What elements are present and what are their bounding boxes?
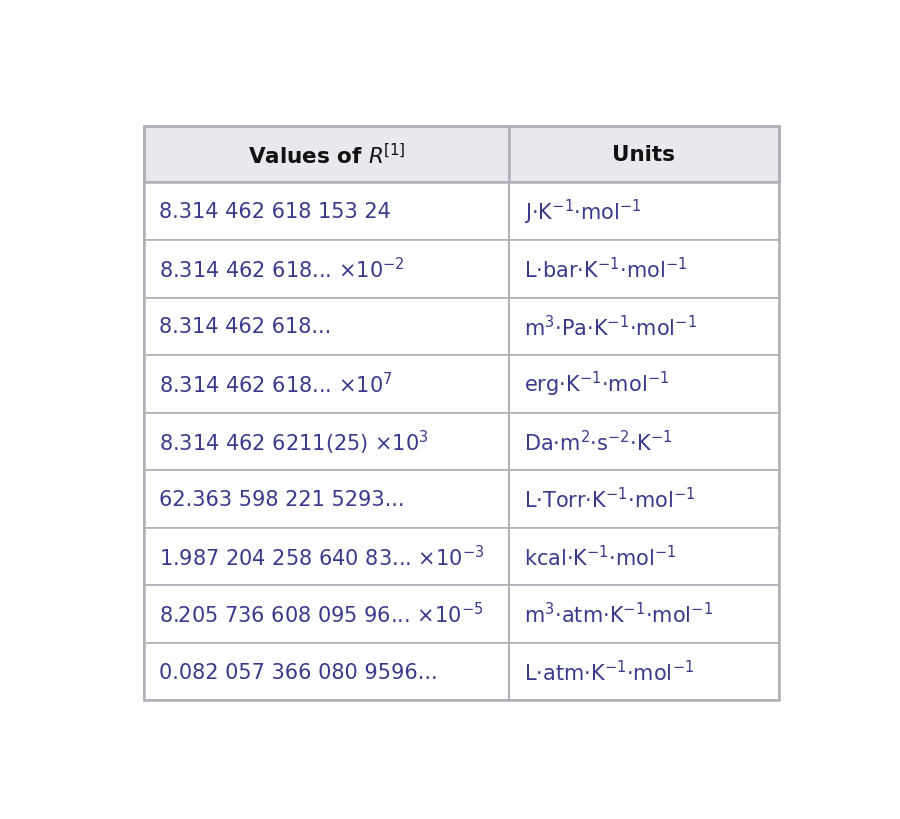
Bar [144, 355, 508, 413]
Text: m$^{3}$·Pa·K$^{-1}$·mol$^{-1}$: m$^{3}$·Pa·K$^{-1}$·mol$^{-1}$ [524, 314, 698, 340]
Text: 0.082 057 366 080 9596...: 0.082 057 366 080 9596... [159, 662, 438, 681]
Text: 1.987 204 258 640 83... ×10$^{-3}$: 1.987 204 258 640 83... ×10$^{-3}$ [159, 545, 485, 569]
Text: J·K$^{-1}$·mol$^{-1}$: J·K$^{-1}$·mol$^{-1}$ [524, 197, 642, 227]
Text: 8.314 462 618... ×10$^{7}$: 8.314 462 618... ×10$^{7}$ [159, 372, 393, 397]
Bar [144, 183, 508, 241]
Bar [144, 528, 508, 586]
Text: 8.314 462 618 153 24: 8.314 462 618 153 24 [159, 202, 392, 222]
Text: 62.363 598 221 5293...: 62.363 598 221 5293... [159, 490, 405, 509]
Text: Values of $\mathbf{\mathit{R}}^{[1]}$: Values of $\mathbf{\mathit{R}}^{[1]}$ [248, 143, 405, 168]
Bar [144, 586, 508, 643]
Bar [508, 241, 778, 298]
Text: erg·K$^{-1}$·mol$^{-1}$: erg·K$^{-1}$·mol$^{-1}$ [524, 370, 670, 399]
Bar [508, 127, 778, 183]
Text: 8.314 462 618...: 8.314 462 618... [159, 317, 331, 337]
Text: 8.205 736 608 095 96... ×10$^{-5}$: 8.205 736 608 095 96... ×10$^{-5}$ [159, 602, 483, 627]
Bar [144, 298, 508, 355]
Bar [508, 528, 778, 586]
Bar [508, 471, 778, 528]
Text: 8.314 462 6211(25) ×10$^{3}$: 8.314 462 6211(25) ×10$^{3}$ [159, 428, 429, 456]
Text: L·atm·K$^{-1}$·mol$^{-1}$: L·atm·K$^{-1}$·mol$^{-1}$ [524, 659, 694, 685]
Text: Da·m$^{2}$·s$^{-2}$·K$^{-1}$: Da·m$^{2}$·s$^{-2}$·K$^{-1}$ [524, 429, 672, 455]
Bar [144, 127, 508, 183]
Text: 8.314 462 618... ×10$^{-2}$: 8.314 462 618... ×10$^{-2}$ [159, 257, 405, 282]
Text: L·Torr·K$^{-1}$·mol$^{-1}$: L·Torr·K$^{-1}$·mol$^{-1}$ [524, 486, 696, 512]
Text: kcal·K$^{-1}$·mol$^{-1}$: kcal·K$^{-1}$·mol$^{-1}$ [524, 545, 677, 569]
Bar [508, 643, 778, 700]
Bar [144, 241, 508, 298]
Text: m$^{3}$·atm·K$^{-1}$·mol$^{-1}$: m$^{3}$·atm·K$^{-1}$·mol$^{-1}$ [524, 602, 713, 627]
Bar [508, 183, 778, 241]
Bar [508, 413, 778, 471]
Bar [508, 586, 778, 643]
Text: L·bar·K$^{-1}$·mol$^{-1}$: L·bar·K$^{-1}$·mol$^{-1}$ [524, 257, 688, 282]
Text: Units: Units [612, 145, 675, 165]
Bar [144, 471, 508, 528]
Bar [508, 355, 778, 413]
Bar [144, 413, 508, 471]
Bar [144, 643, 508, 700]
Bar [508, 298, 778, 355]
